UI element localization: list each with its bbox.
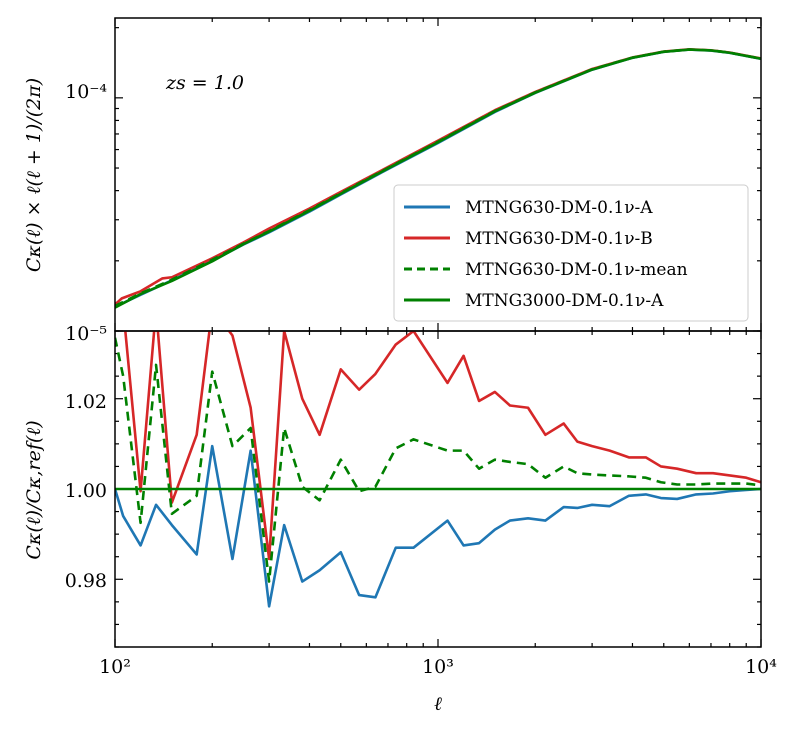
redshift-annotation: zs = 1.0 [165,72,244,94]
xtick-label-1e3: 10³ [422,656,454,678]
top-ytick-label-1e-5: 10⁻⁵ [65,323,107,345]
legend-label-a: MTNG630-DM-0.1ν-A [465,198,653,218]
top-series-lines [115,47,761,309]
bottom-panel: 1.02 1.00 0.98 10² 10³ 10⁴ ℓ Cκ(ℓ)/Cκ,re… [23,330,777,715]
legend-label-3000: MTNG3000-DM-0.1ν-A [465,291,664,311]
xtick-label-1e2: 10² [99,656,131,678]
xtick-label-1e4: 10⁴ [745,656,777,678]
bottom-panel-frame [114,330,762,648]
bottom-series-line-2 [115,337,761,583]
legend-frame [393,184,749,322]
bottom-ytick-label-1.00: 1.00 [65,480,107,502]
bottom-ylabel: Cκ(ℓ)/Cκ,ref(ℓ) [23,420,45,559]
bottom-ytick-label-1.02: 1.02 [65,391,107,413]
top-series-line-3 [115,48,761,309]
top-ytick-label-1e-4: 10⁻⁴ [65,81,107,103]
legend-label-mean: MTNG630-DM-0.1ν-mean [465,260,688,280]
bottom-series-line-1 [124,331,761,561]
bottom-xlabel: ℓ [434,693,442,715]
top-panel: 10⁻⁴ 10⁻⁵ zs = 1.0 Cκ(ℓ) × ℓ(ℓ + 1)/(2π)… [23,17,762,345]
bottom-series-line-0 [115,444,761,608]
bottom-series-lines [115,331,761,608]
bottom-ytick-label-0.98: 0.98 [65,570,107,592]
top-ylabel: Cκ(ℓ) × ℓ(ℓ + 1)/(2π) [23,78,45,272]
legend: MTNG630-DM-0.1ν-A MTNG630-DM-0.1ν-B MTNG… [393,184,749,322]
legend-label-b: MTNG630-DM-0.1ν-B [465,229,653,249]
